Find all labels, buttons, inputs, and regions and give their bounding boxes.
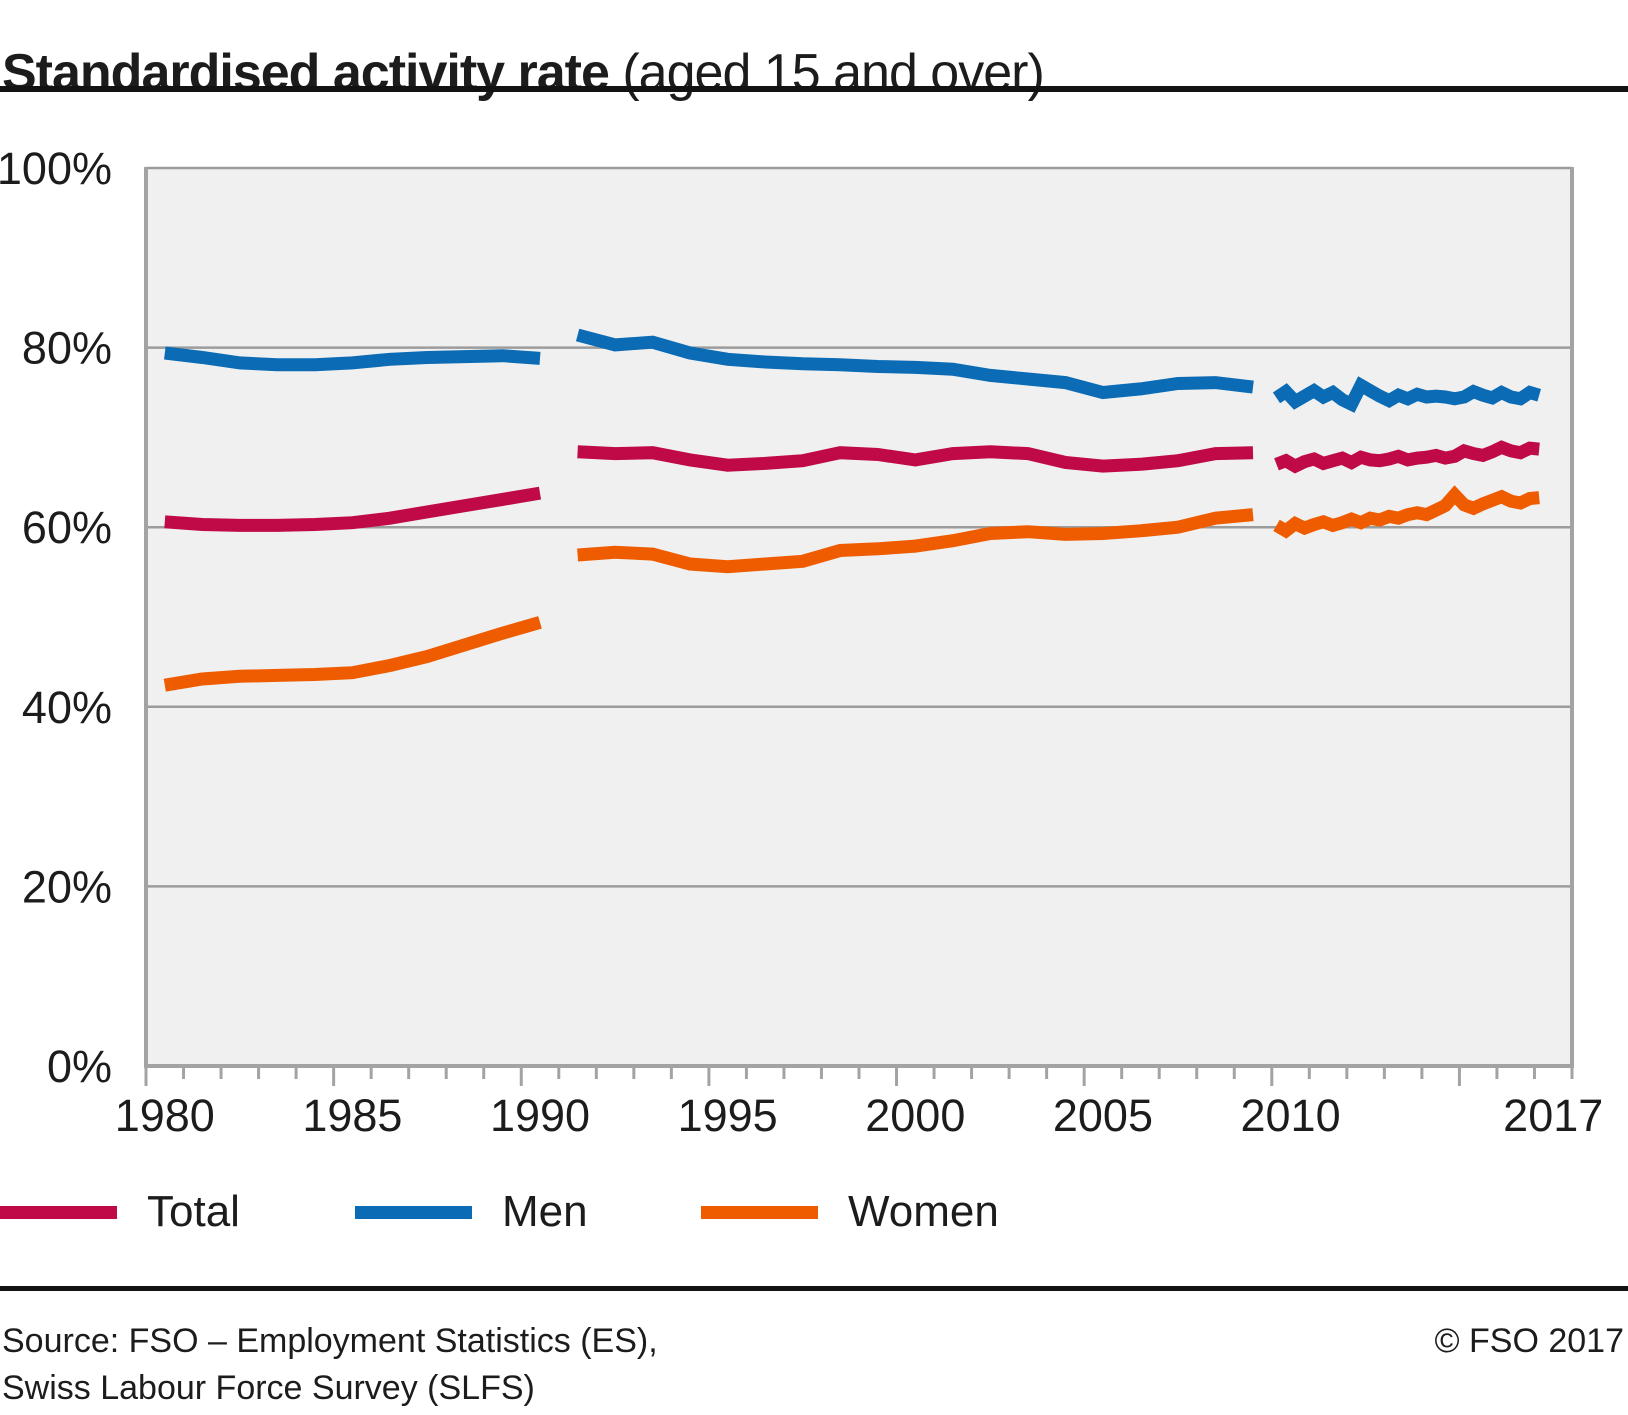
- series-line-total-segment-2: [577, 445, 1254, 473]
- legend-label-women: Women: [848, 1187, 999, 1236]
- y-axis-label-40%: 40%: [22, 682, 112, 733]
- men-line-swatch-icon: [355, 1205, 472, 1219]
- source-line-1: Source: FSO – Employment Statistics (ES)…: [2, 1322, 658, 1360]
- x-axis-label-1995: 1995: [678, 1090, 778, 1141]
- series-line-total-segment-3: [1274, 440, 1540, 474]
- page-title-sub: (aged 15 and over): [608, 43, 1044, 102]
- source-line-2: Swiss Labour Force Survey (SLFS): [2, 1369, 535, 1407]
- x-axis-label-1985: 1985: [302, 1090, 402, 1141]
- legend-label-total: Total: [147, 1187, 240, 1236]
- x-axis-label-2000: 2000: [865, 1090, 965, 1141]
- total-line-swatch-icon: [0, 1205, 117, 1219]
- y-axis-label-100%: 100%: [0, 143, 112, 194]
- series-line-men-segment-2: [575, 328, 1254, 400]
- x-axis-label-2017: 2017: [1503, 1090, 1603, 1141]
- source-note: Source: FSO – Employment Statistics (ES)…: [2, 1318, 658, 1412]
- series-line-women-segment-3: [1273, 485, 1540, 539]
- page-title: Standardised activity rate (aged 15 and …: [2, 43, 1045, 103]
- series-line-total-segment-1: [164, 486, 542, 532]
- x-axis-label-1980: 1980: [115, 1090, 215, 1141]
- y-axis-label-20%: 20%: [22, 861, 112, 912]
- x-axis-label-2010: 2010: [1240, 1090, 1340, 1141]
- series-line-men-segment-1: [164, 346, 541, 372]
- women-line-swatch-icon: [701, 1205, 818, 1219]
- x-axis-label-1990: 1990: [490, 1090, 590, 1141]
- series-line-women-segment-1: [163, 616, 542, 692]
- y-axis-label-0%: 0%: [47, 1041, 112, 1092]
- chart-legend: Total Men Women: [0, 1190, 1628, 1240]
- legend-label-men: Men: [502, 1187, 588, 1236]
- legend-item-women: Women: [701, 1190, 999, 1234]
- footer-divider: [0, 1286, 1628, 1291]
- series-line-men-segment-3: [1272, 376, 1541, 413]
- x-axis-label-2005: 2005: [1053, 1090, 1153, 1141]
- y-axis-label-60%: 60%: [22, 502, 112, 553]
- copyright-note: © FSO 2017: [1434, 1322, 1624, 1360]
- series-line-women-segment-2: [577, 508, 1254, 574]
- plot-area-background: [146, 168, 1572, 1066]
- legend-item-total: Total: [0, 1190, 240, 1234]
- legend-item-men: Men: [355, 1190, 588, 1234]
- y-axis-label-80%: 80%: [22, 323, 112, 374]
- title-divider: [0, 86, 1628, 92]
- page-title-main: Standardised activity rate: [2, 43, 610, 102]
